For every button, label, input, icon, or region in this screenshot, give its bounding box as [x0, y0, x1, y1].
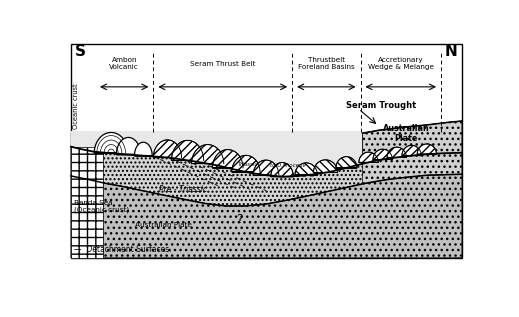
Text: Australian Plate: Australian Plate	[135, 222, 192, 228]
Polygon shape	[192, 145, 224, 164]
Polygon shape	[271, 163, 293, 177]
Polygon shape	[134, 142, 152, 156]
Text: Seram Thrust Belt: Seram Thrust Belt	[190, 61, 255, 67]
Polygon shape	[336, 157, 357, 168]
Polygon shape	[116, 138, 141, 154]
Polygon shape	[94, 133, 128, 153]
Polygon shape	[171, 140, 203, 160]
Text: to U.Miocene: to U.Miocene	[270, 163, 306, 168]
Text: Oceanic crust: Oceanic crust	[73, 84, 79, 129]
Text: Australian
Plate: Australian Plate	[383, 124, 429, 143]
Polygon shape	[295, 163, 318, 175]
Polygon shape	[373, 149, 392, 159]
Text: Banda Sea
(Oceanic crust): Banda Sea (Oceanic crust)	[74, 200, 129, 213]
Text: N: N	[444, 44, 457, 59]
Polygon shape	[387, 147, 406, 158]
Text: —  Detachment Surfaces.: — Detachment Surfaces.	[74, 245, 171, 254]
Polygon shape	[71, 147, 462, 206]
Text: Thrustbelt
Foreland Basins: Thrustbelt Foreland Basins	[298, 57, 354, 70]
Text: Accretionary
Wedge & Melange: Accretionary Wedge & Melange	[368, 57, 434, 70]
Polygon shape	[212, 150, 243, 168]
Text: Ambon
Volcanic: Ambon Volcanic	[110, 57, 139, 70]
Text: ?: ?	[237, 213, 243, 226]
Polygon shape	[313, 160, 337, 172]
Polygon shape	[154, 140, 182, 158]
Polygon shape	[71, 174, 462, 258]
Text: Pre - Triassic: Pre - Triassic	[159, 185, 208, 194]
Polygon shape	[417, 144, 436, 154]
Polygon shape	[362, 121, 462, 164]
Text: S: S	[75, 44, 86, 59]
Polygon shape	[71, 147, 103, 258]
Bar	[71, 44, 462, 258]
Text: Seram Trought: Seram Trought	[347, 101, 417, 110]
Polygon shape	[362, 121, 462, 184]
Text: Triassic: Triassic	[238, 163, 258, 167]
Polygon shape	[253, 160, 279, 175]
Polygon shape	[71, 131, 462, 258]
Polygon shape	[359, 152, 378, 162]
Polygon shape	[232, 155, 260, 172]
Polygon shape	[402, 146, 421, 156]
